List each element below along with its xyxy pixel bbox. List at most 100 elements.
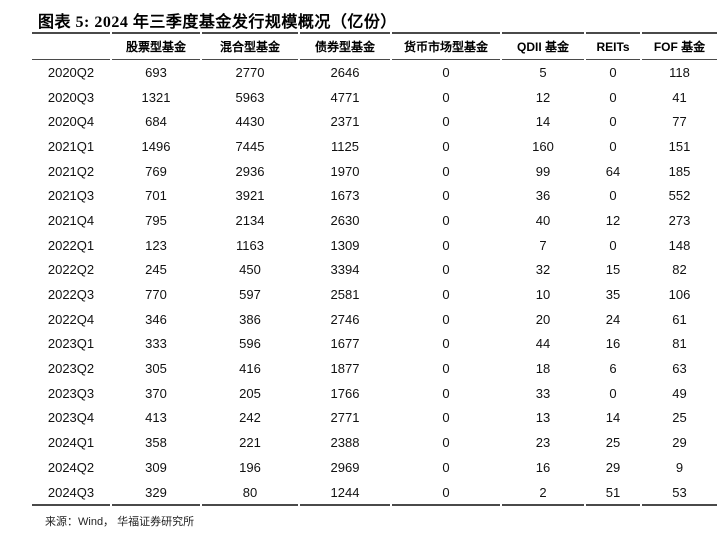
table-row: 2022Q3 770 597 2581 0 10 35 106 (32, 282, 717, 307)
value-cell: 0 (442, 459, 450, 475)
value-cell: 9 (675, 459, 684, 475)
quarter-label: 2023Q4 (47, 410, 95, 426)
value-cell: 245 (145, 262, 167, 278)
value-cell: 12 (535, 89, 551, 105)
value-cell: 2 (502, 480, 584, 507)
value-cell: 106 (668, 287, 691, 303)
value-cell: 36 (535, 188, 551, 204)
quarter-label: 2023Q3 (47, 385, 95, 401)
value-cell: 1244 (300, 480, 390, 507)
value-cell: 25 (605, 435, 621, 451)
value-cell: 0 (442, 336, 450, 352)
quarter-label: 2023Q2 (47, 361, 95, 377)
quarter-label: 2022Q2 (47, 262, 95, 278)
quarter-label: 2022Q1 (47, 237, 95, 253)
value-cell: 81 (672, 336, 687, 352)
value-cell: 1970 (330, 163, 360, 179)
value-cell: 0 (442, 114, 450, 130)
value-cell: 32 (535, 262, 551, 278)
value-cell: 596 (239, 336, 261, 352)
table-row: 2023Q3 370 205 1766 0 33 0 49 (32, 381, 717, 406)
value-cell: 346 (145, 311, 167, 327)
value-cell: 2630 (330, 212, 360, 228)
value-cell: 0 (442, 361, 450, 377)
value-cell: 160 (532, 138, 554, 154)
quarter-column-header (32, 32, 110, 60)
value-cell: 2646 (330, 64, 360, 80)
value-cell: 99 (535, 163, 551, 179)
value-cell: 13 (535, 410, 551, 426)
value-cell: 1321 (141, 89, 171, 105)
value-cell: 185 (668, 163, 691, 179)
value-cell: 693 (145, 64, 167, 80)
value-cell: 0 (609, 114, 617, 130)
value-cell: 0 (442, 212, 450, 228)
value-cell: 0 (442, 287, 450, 303)
table-row: 2021Q1 1496 7445 1125 0 160 0 151 (32, 134, 717, 159)
value-cell: 305 (145, 361, 167, 377)
quarter-label: 2021Q1 (47, 138, 95, 154)
value-cell: 0 (609, 89, 617, 105)
value-cell: 273 (668, 212, 691, 228)
value-cell: 41 (672, 89, 687, 105)
quarter-label: 2022Q4 (47, 311, 95, 327)
value-cell: 2746 (330, 311, 360, 327)
value-cell: 309 (145, 459, 167, 475)
value-cell: 123 (145, 237, 167, 253)
quarter-label: 2024Q2 (47, 459, 95, 475)
value-cell: 4771 (330, 89, 360, 105)
value-cell: 0 (442, 410, 450, 426)
quarter-label: 2021Q2 (47, 163, 95, 179)
table-row: 2024Q3 329 80 1244 0 2 51 53 (32, 480, 717, 507)
quarter-label: 2020Q2 (47, 64, 95, 80)
value-cell: 2936 (235, 163, 265, 179)
value-cell: 1309 (330, 237, 360, 253)
value-cell: 24 (605, 311, 621, 327)
table-row: 2021Q3 701 3921 1673 0 36 0 552 (32, 183, 717, 208)
value-cell: 0 (442, 89, 450, 105)
value-cell: 329 (112, 480, 200, 507)
value-cell: 1766 (330, 385, 360, 401)
value-cell: 3394 (330, 262, 360, 278)
value-cell: 35 (605, 287, 621, 303)
value-cell: 1877 (330, 361, 360, 377)
column-header: 混合型基金 (202, 32, 298, 60)
value-cell: 12 (605, 212, 621, 228)
value-cell: 5963 (235, 89, 265, 105)
value-cell: 0 (609, 237, 617, 253)
value-cell: 82 (672, 262, 687, 278)
value-cell: 63 (672, 361, 687, 377)
table-row: 2024Q1 358 221 2388 0 23 25 29 (32, 430, 717, 455)
value-cell: 0 (442, 262, 450, 278)
value-cell: 25 (672, 410, 687, 426)
value-cell: 413 (145, 410, 167, 426)
value-cell: 61 (672, 311, 687, 327)
table-row: 2024Q2 309 196 2969 0 16 29 9 (32, 455, 717, 480)
value-cell: 0 (442, 188, 450, 204)
value-cell: 16 (535, 459, 551, 475)
value-cell: 16 (605, 336, 621, 352)
value-cell: 7 (539, 237, 547, 253)
column-header: 债券型基金 (300, 32, 390, 60)
value-cell: 552 (668, 188, 691, 204)
table-row: 2022Q1 123 1163 1309 0 7 0 148 (32, 233, 717, 258)
value-cell: 0 (609, 385, 617, 401)
value-cell: 2388 (330, 435, 360, 451)
value-cell: 1677 (330, 336, 360, 352)
value-cell: 148 (668, 237, 691, 253)
value-cell: 0 (609, 188, 617, 204)
value-cell: 684 (145, 114, 167, 130)
value-cell: 0 (609, 64, 617, 80)
value-cell: 118 (669, 64, 690, 80)
value-cell: 242 (239, 410, 261, 426)
table-row: 2021Q4 795 2134 2630 0 40 12 273 (32, 208, 717, 233)
value-cell: 2371 (330, 114, 360, 130)
quarter-label: 2020Q4 (47, 114, 95, 130)
value-cell: 370 (145, 385, 167, 401)
table-row: 2020Q4 684 4430 2371 0 14 0 77 (32, 109, 717, 134)
value-cell: 49 (672, 385, 687, 401)
value-cell: 770 (145, 287, 167, 303)
value-cell: 7445 (235, 138, 265, 154)
figure-title: 图表 5: 2024 年三季度基金发行规模概况（亿份） (38, 14, 397, 31)
